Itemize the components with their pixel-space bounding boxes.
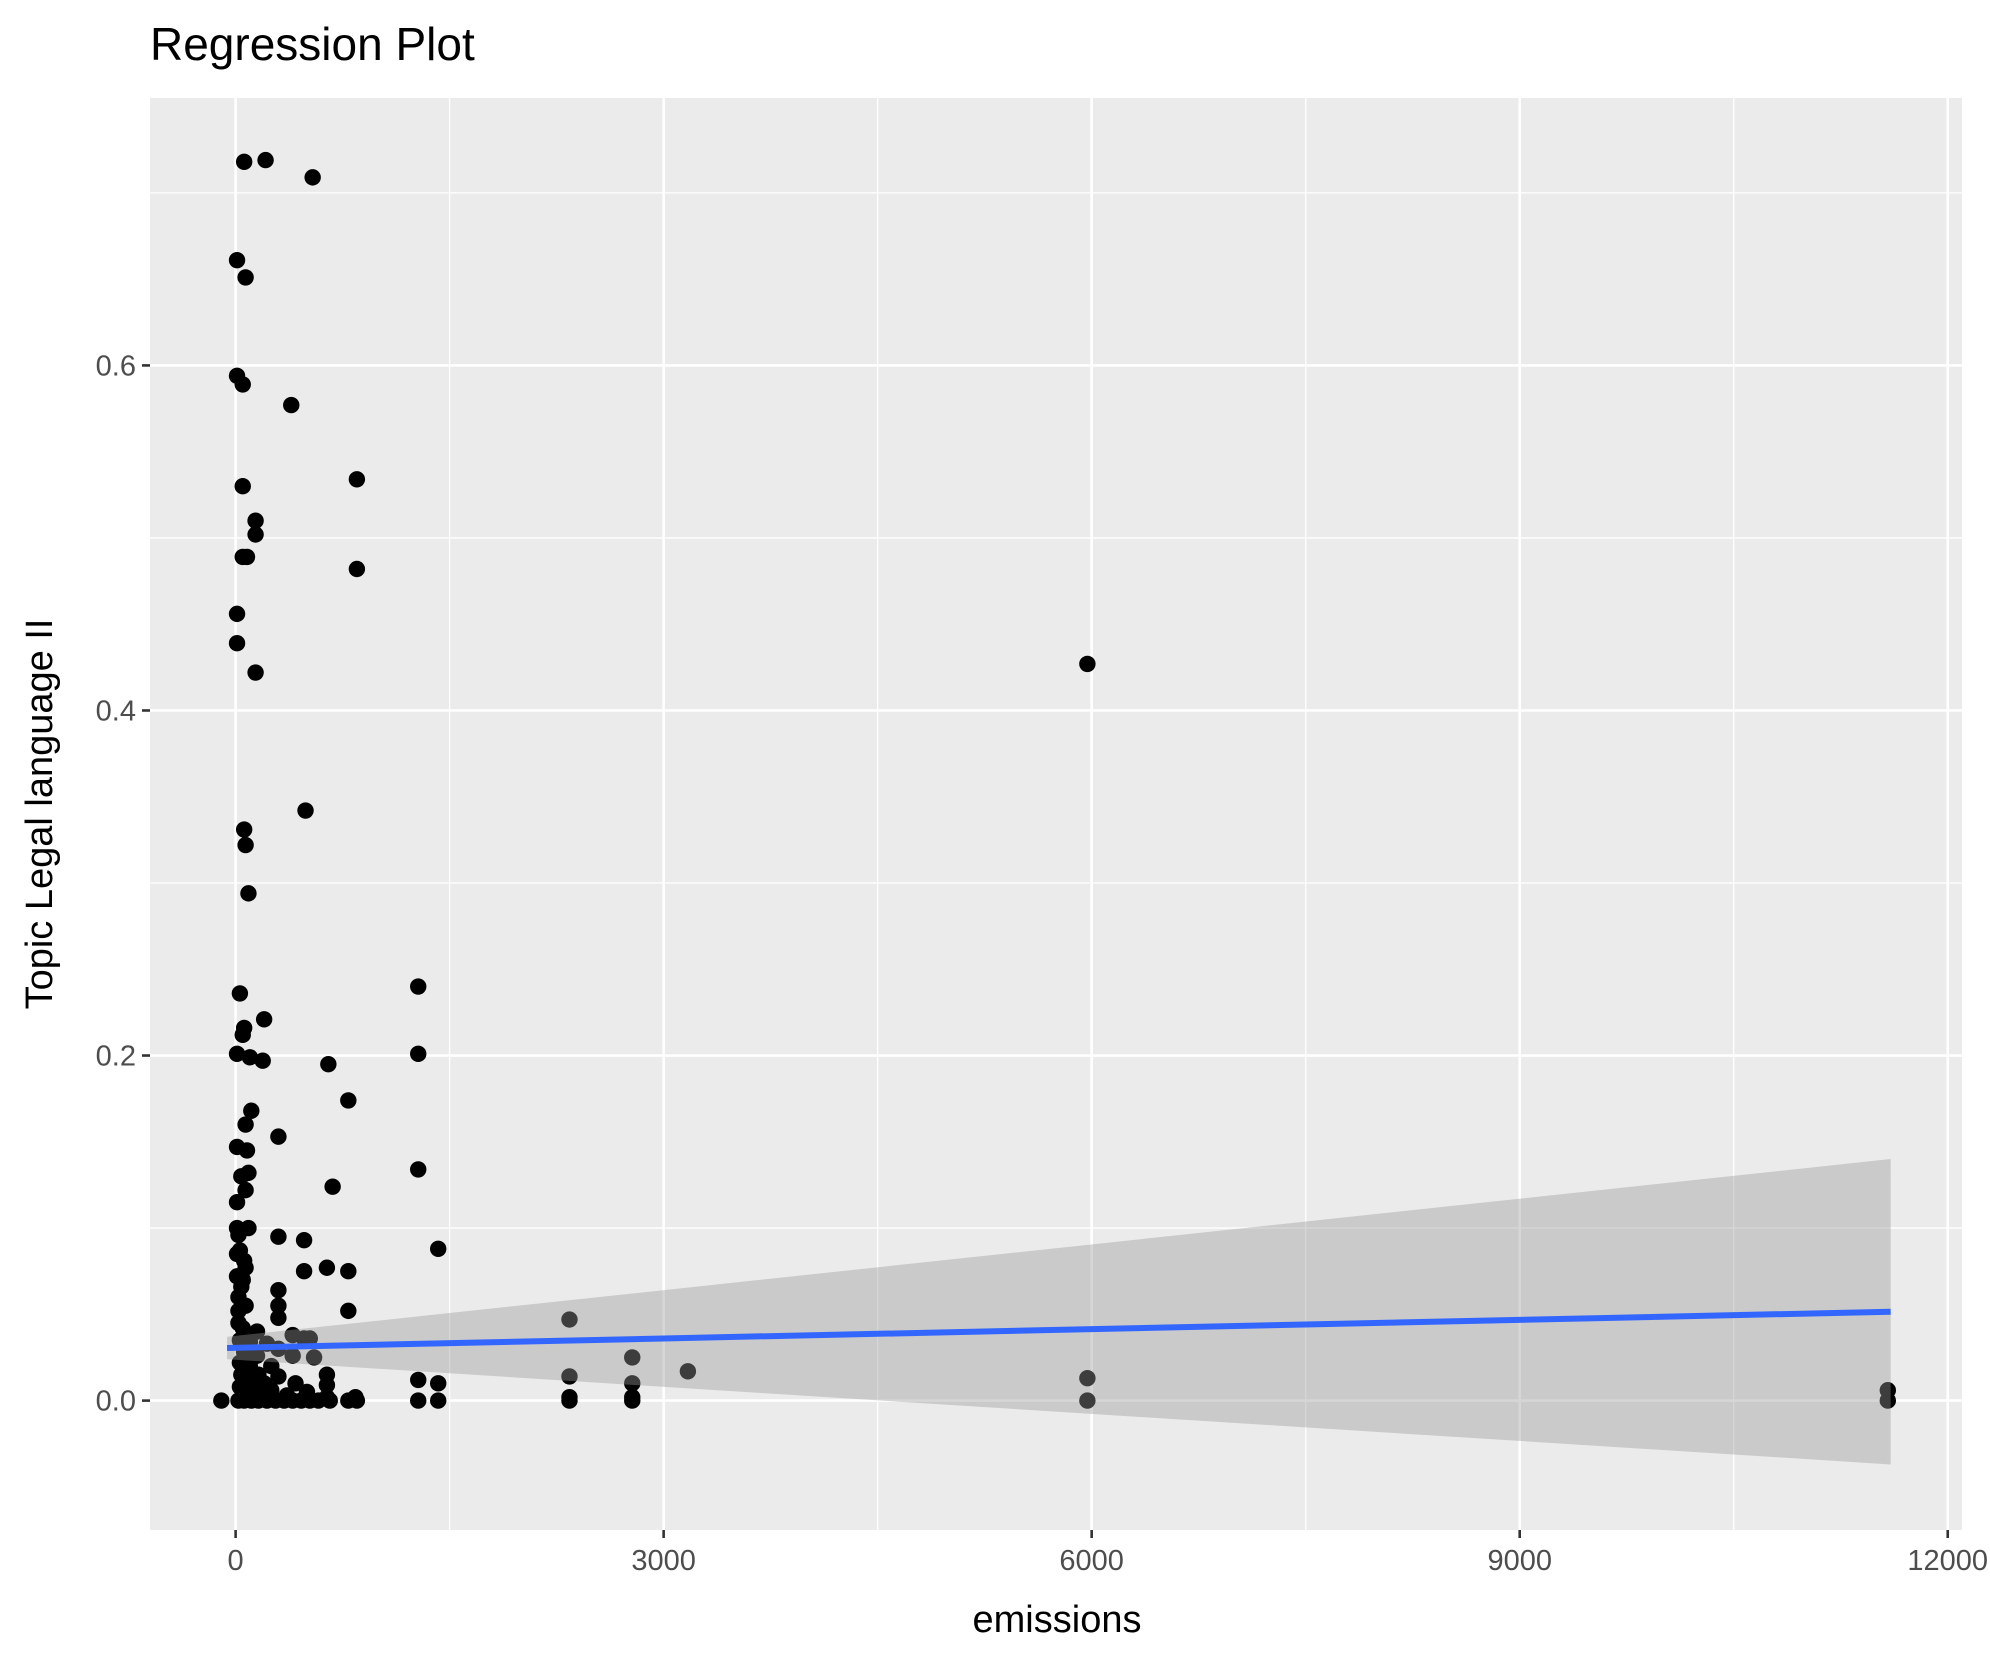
data-point — [624, 1349, 641, 1366]
data-point — [310, 1392, 327, 1409]
data-point — [318, 1376, 336, 1394]
data-point — [321, 1392, 338, 1409]
data-point — [410, 1045, 427, 1063]
data-point — [270, 1309, 287, 1326]
data-point — [228, 251, 246, 269]
data-point — [340, 1092, 357, 1109]
data-point — [624, 1392, 641, 1409]
data-point — [561, 1368, 578, 1385]
grid-minor — [150, 98, 1962, 1530]
data-point — [340, 1263, 357, 1280]
data-point — [234, 477, 251, 495]
data-point — [305, 1349, 323, 1366]
data-point — [234, 1026, 251, 1044]
data-point — [238, 1142, 256, 1159]
data-point — [283, 396, 300, 414]
x-tick-label: 3000 — [631, 1545, 696, 1577]
data-point — [241, 1049, 259, 1066]
y-tick-label: 0.4 — [96, 695, 136, 727]
data-point — [247, 526, 264, 543]
data-point — [230, 1226, 247, 1244]
data-point — [679, 1363, 697, 1380]
data-point — [284, 1347, 301, 1364]
y-tick-label: 0.0 — [96, 1386, 136, 1418]
x-tick-label: 0 — [228, 1545, 244, 1577]
data-point — [255, 1011, 273, 1028]
data-point — [254, 1052, 271, 1069]
data-point — [247, 664, 264, 681]
data-point — [410, 1371, 427, 1389]
data-point — [228, 605, 246, 623]
data-point — [231, 985, 249, 1002]
data-point — [228, 1193, 246, 1211]
data-point — [340, 1302, 357, 1320]
data-point — [270, 1128, 287, 1145]
y-axis: 0.0 0.2 0.4 0.6 — [96, 350, 150, 1418]
x-tick-label: 6000 — [1059, 1545, 1124, 1577]
data-point — [257, 151, 274, 169]
data-point — [228, 1045, 246, 1063]
data-point — [287, 1375, 304, 1392]
data-point — [237, 836, 254, 854]
data-point — [237, 269, 254, 286]
data-point — [235, 153, 253, 171]
data-point — [410, 1161, 427, 1178]
data-point — [348, 471, 366, 488]
grid-major — [150, 98, 1962, 1530]
points-layer — [213, 151, 1897, 1409]
data-point — [235, 821, 253, 838]
data-point — [348, 560, 366, 578]
data-point — [270, 1368, 287, 1385]
data-point — [320, 1055, 337, 1073]
data-point — [270, 1281, 287, 1299]
plot-panel — [150, 98, 1962, 1530]
data-point — [230, 1302, 247, 1320]
data-point — [237, 1116, 254, 1133]
data-point — [240, 885, 257, 902]
data-point — [295, 1231, 313, 1249]
data-point — [247, 512, 264, 529]
data-point — [318, 1259, 336, 1276]
data-point — [297, 802, 314, 819]
x-tick-label: 9000 — [1487, 1545, 1552, 1577]
chart-title: Regression Plot — [150, 18, 475, 70]
fit-line-layer — [226, 1308, 1891, 1351]
data-point — [561, 1311, 578, 1328]
data-point — [430, 1392, 447, 1409]
data-point — [410, 978, 427, 995]
x-axis-title: emissions — [973, 1599, 1142, 1641]
data-point — [234, 376, 251, 393]
data-point — [410, 1392, 427, 1409]
data-point — [228, 634, 246, 652]
data-point — [237, 1181, 254, 1199]
regression-line — [226, 1308, 1891, 1351]
data-point — [304, 169, 321, 186]
data-point — [270, 1228, 287, 1245]
data-point — [238, 548, 256, 566]
data-point — [1079, 655, 1096, 673]
data-point — [301, 1330, 318, 1347]
x-axis: 0 3000 6000 9000 12000 — [228, 1530, 1988, 1577]
data-point — [295, 1263, 313, 1280]
y-axis-title: Topic Legal language II — [19, 619, 61, 1010]
data-point — [213, 1392, 230, 1409]
data-point — [1879, 1392, 1897, 1409]
data-point — [270, 1297, 287, 1314]
data-point — [1079, 1392, 1096, 1409]
y-tick-label: 0.6 — [96, 350, 136, 382]
x-tick-label: 12000 — [1907, 1545, 1988, 1577]
data-point — [561, 1392, 578, 1409]
confidence-band — [227, 1159, 1891, 1465]
data-point — [624, 1375, 641, 1392]
data-point — [1079, 1369, 1096, 1387]
data-point — [233, 1168, 250, 1185]
data-point — [430, 1375, 447, 1392]
data-point — [243, 1102, 260, 1119]
confidence-band-layer — [227, 1159, 1891, 1465]
data-point — [324, 1178, 341, 1195]
y-tick-label: 0.2 — [96, 1041, 136, 1073]
data-point — [348, 1392, 366, 1409]
data-point — [430, 1240, 447, 1257]
